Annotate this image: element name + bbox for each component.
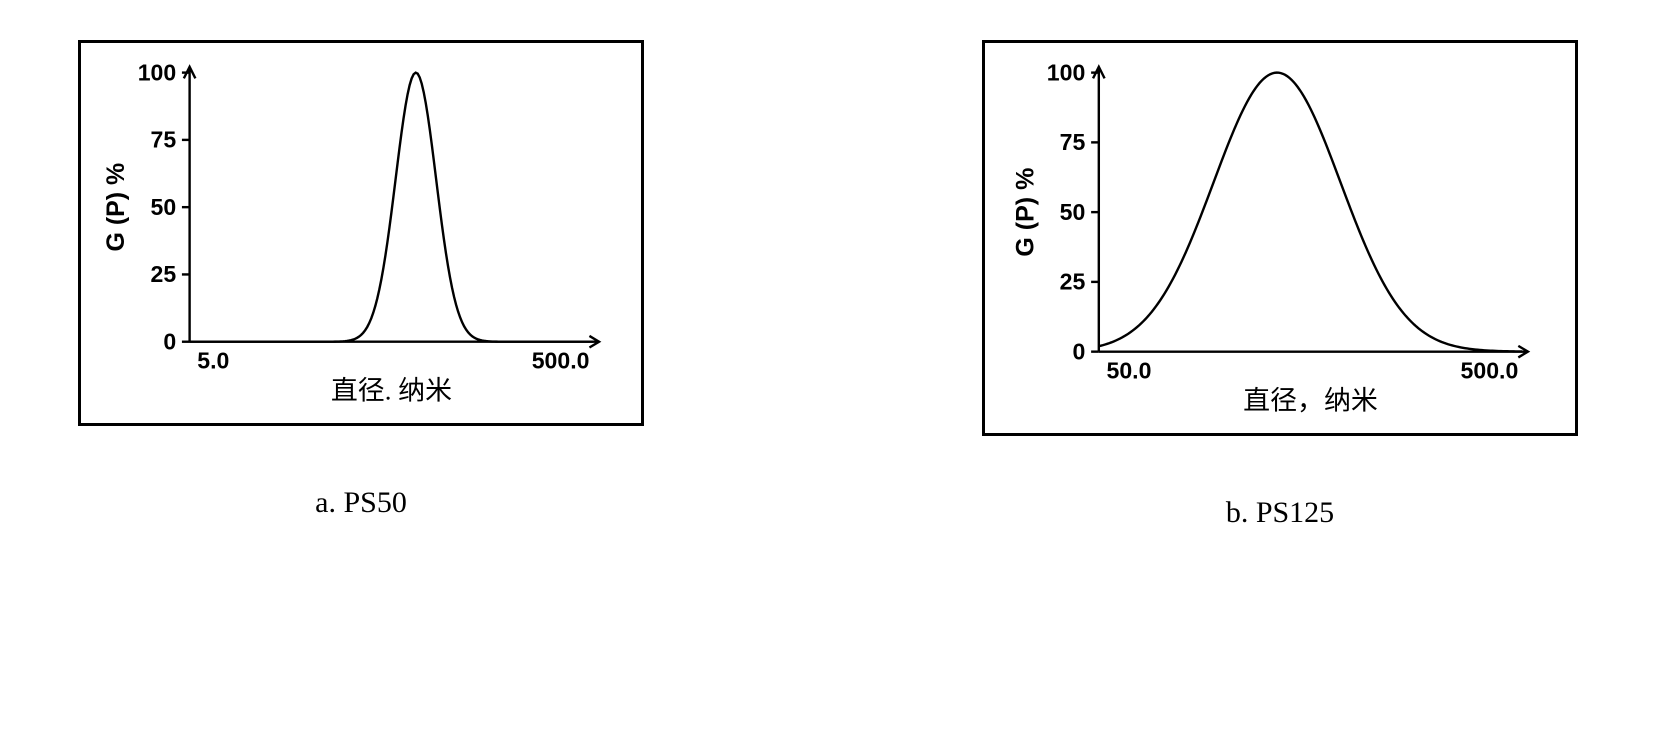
chart-svg-ps125: 0 25 50 75 100 50.0 500.0 直径，纳米 G (P) %: [999, 63, 1545, 419]
svg-text:500.0: 500.0: [532, 348, 590, 374]
svg-text:G (P) %: G (P) %: [1011, 168, 1039, 257]
svg-text:0: 0: [163, 328, 176, 354]
chart-box-ps125: 0 25 50 75 100 50.0 500.0 直径，纳米 G (P) %: [982, 40, 1578, 436]
chart-svg-ps50: 0 25 50 75 100 5.0 500.0 直径. 纳米 G (P) %: [95, 63, 611, 409]
svg-text:500.0: 500.0: [1461, 358, 1519, 384]
svg-text:75: 75: [151, 127, 177, 153]
figure-container: 02550751005.0500.0直径. 纳米G (P) % a. PS50 …: [78, 40, 1578, 530]
chart-box-ps50: 0 25 50 75 100 5.0 500.0 直径. 纳米 G (P) %: [78, 40, 644, 426]
svg-text:50: 50: [1060, 199, 1086, 225]
svg-text:0: 0: [1072, 338, 1085, 364]
svg-text:50: 50: [151, 194, 177, 220]
svg-text:直径. 纳米: 直径. 纳米: [331, 375, 452, 405]
panel-ps50: 0 25 50 75 100 5.0 500.0 直径. 纳米 G (P) % a. PS50: [78, 40, 644, 530]
caption-ps125: b. PS125: [1226, 496, 1334, 530]
svg-text:G (P) %: G (P) %: [102, 163, 130, 252]
caption-ps50: a. PS50: [315, 486, 407, 520]
svg-text:100: 100: [1047, 63, 1086, 85]
svg-text:75: 75: [1060, 129, 1086, 155]
svg-text:25: 25: [151, 261, 177, 287]
svg-text:5.0: 5.0: [197, 348, 229, 374]
svg-text:25: 25: [1060, 269, 1086, 295]
panel-ps125: 0 25 50 75 100 50.0 500.0 直径，纳米 G (P) % b. PS125: [982, 40, 1578, 530]
svg-text:100: 100: [138, 63, 176, 85]
svg-text:50.0: 50.0: [1107, 358, 1152, 384]
svg-text:直径，纳米: 直径，纳米: [1243, 385, 1378, 415]
